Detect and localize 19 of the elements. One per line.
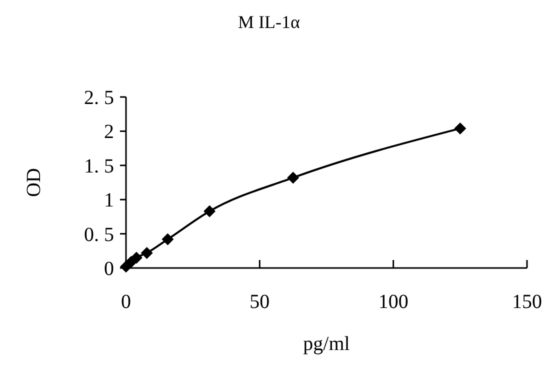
x-tick-label: 50 <box>250 291 270 313</box>
y-tick-label: 0. 5 <box>84 224 114 246</box>
x-tick-label: 100 <box>378 291 408 313</box>
y-tick-label: 2. 5 <box>84 87 114 109</box>
y-tick-label: 2 <box>104 121 114 144</box>
chart-title: M IL-1α <box>238 12 301 32</box>
x-tick-label: 150 <box>512 291 542 313</box>
y-tick-label: 0 <box>104 258 114 280</box>
y-tick-label: 1 <box>104 190 114 212</box>
x-axis-title: pg/ml <box>303 333 350 355</box>
point <box>162 233 174 246</box>
point <box>454 122 466 134</box>
x-tick-label: 0 <box>121 291 131 313</box>
y-tick-label: 1. 5 <box>84 155 114 178</box>
point <box>204 205 216 218</box>
point <box>140 246 153 259</box>
point <box>130 252 142 264</box>
point <box>287 172 300 184</box>
y-axis-title: OD <box>23 168 45 197</box>
